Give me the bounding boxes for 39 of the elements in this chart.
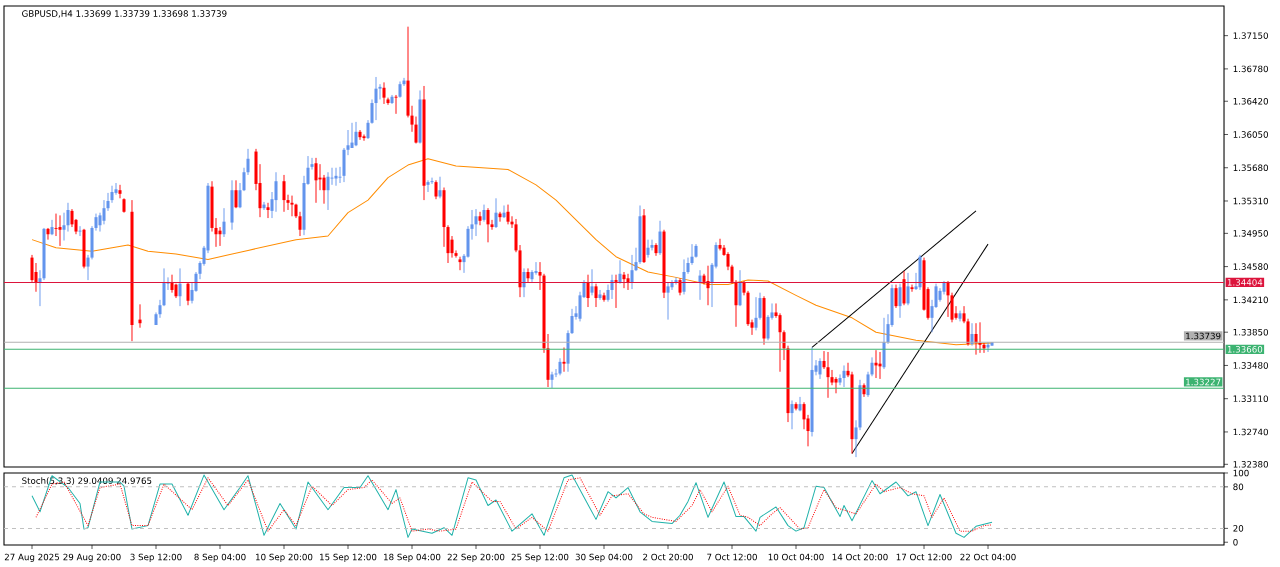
y-tick-label: 1.37150	[1233, 32, 1268, 39]
x-tick-label: 10 Sep 20:00	[256, 553, 313, 562]
y-tick-label: 80	[1233, 483, 1244, 491]
x-tick-label: 27 Aug 2025	[4, 553, 59, 562]
y-tick-label: 1.33110	[1233, 395, 1268, 402]
chart-title: GBPUSD,H4 1.33699 1.33739 1.33698 1.33739	[22, 10, 227, 18]
ref-line-label: 1.33660	[1227, 346, 1263, 353]
x-tick-label: 22 Sep 20:00	[447, 553, 505, 562]
y-tick-label: 1.34210	[1233, 296, 1268, 304]
y-tick-label: 1.32740	[1233, 428, 1268, 436]
x-tick-label: 29 Aug 20:00	[63, 553, 121, 562]
x-tick-label: 10 Oct 04:00	[768, 553, 824, 561]
x-tick-label: 22 Oct 04:00	[960, 553, 1016, 561]
y-tick-label: 1.33480	[1233, 362, 1268, 369]
x-tick-label: 3 Sep 12:00	[130, 553, 182, 562]
x-tick-label: 14 Oct 20:00	[832, 553, 888, 561]
y-tick-label: 1.32380	[1233, 461, 1268, 468]
y-tick-label: 1.34950	[1233, 230, 1268, 237]
y-tick-label: 1.36050	[1233, 131, 1268, 138]
x-tick-label: 25 Sep 12:00	[511, 553, 569, 562]
x-tick-label: 2 Oct 20:00	[643, 553, 693, 561]
x-tick-label: 15 Sep 12:00	[320, 553, 377, 562]
y-tick-label: 1.34580	[1233, 263, 1268, 270]
y-tick-label: 0	[1233, 538, 1238, 546]
y-tick-label: 1.35310	[1233, 197, 1268, 205]
y-tick-label: 1.36420	[1233, 97, 1268, 105]
y-tick-label: 1.33850	[1233, 328, 1268, 336]
y-tick-label: 20	[1233, 525, 1244, 532]
y-tick-label: 1.35680	[1233, 164, 1268, 172]
x-tick-label: 17 Oct 12:00	[896, 553, 952, 561]
ref-line-label: 1.33739	[1186, 332, 1221, 340]
y-tick-label: 100	[1233, 469, 1249, 477]
x-tick-label: 30 Sep 04:00	[575, 553, 633, 562]
x-tick-label: 7 Oct 12:00	[707, 553, 757, 561]
ref-line-label: 1.34404	[1227, 279, 1263, 286]
x-tick-label: 18 Sep 04:00	[384, 553, 441, 562]
x-tick-label: 8 Sep 04:00	[194, 553, 246, 562]
y-tick-label: 1.36780	[1233, 65, 1268, 73]
ref-line-label: 1.33227	[1186, 378, 1221, 386]
